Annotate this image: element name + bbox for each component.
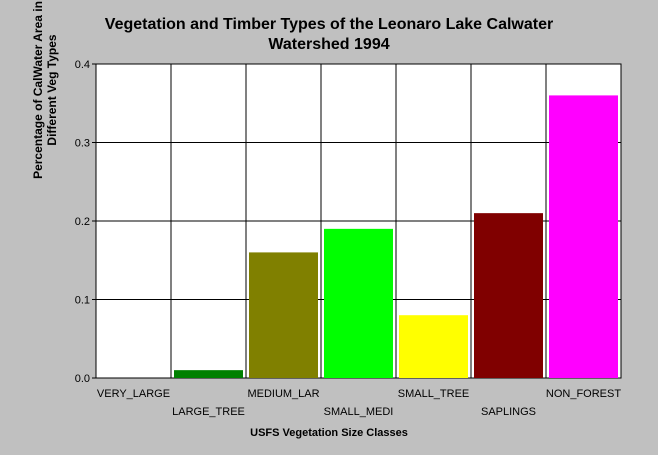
x-category-label: VERY_LARGE: [97, 388, 170, 400]
x-category-label: SMALL_TREE: [398, 388, 470, 400]
x-category-label: MEDIUM_LAR: [247, 388, 319, 400]
y-tick-label: 0.3: [75, 138, 90, 150]
x-axis-label: USFS Vegetation Size Classes: [250, 427, 408, 439]
y-tick-label: 0.2: [75, 216, 90, 228]
bar-large-tree: [174, 370, 243, 378]
y-tick-label: 0.4: [75, 59, 90, 71]
x-category-label: SMALL_MEDI: [324, 406, 394, 418]
x-category-label: NON_FOREST: [546, 388, 621, 400]
x-category-label: SAPLINGS: [481, 406, 536, 418]
chart-title-line2: Watershed 1994: [268, 36, 390, 53]
bar-small-medi: [324, 228, 393, 378]
bar-medium-lar: [249, 252, 318, 378]
y-tick-label: 0.1: [75, 295, 90, 307]
bar-non-forest: [549, 95, 618, 379]
bar-saplings: [474, 213, 543, 378]
bars: [174, 95, 618, 379]
y-tick-label: 0.0: [75, 373, 90, 385]
y-ticks: 0.0 0.1 0.2 0.3 0.4: [75, 59, 96, 385]
bar-small-tree: [399, 315, 468, 378]
chart-title-line1: Vegetation and Timber Types of the Leona…: [104, 16, 554, 33]
x-category-label: LARGE_TREE: [172, 406, 245, 418]
